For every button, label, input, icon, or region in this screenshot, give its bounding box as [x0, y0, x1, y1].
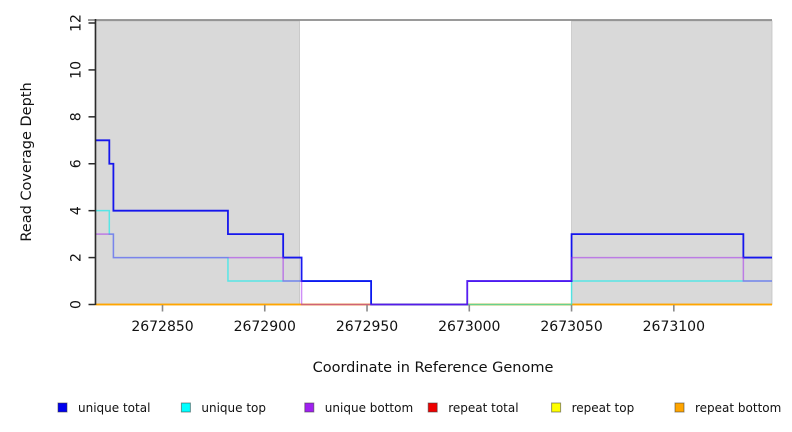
series-lines	[95, 139, 772, 306]
legend-item: repeat total	[427, 401, 519, 415]
legend: unique total unique top unique bottom repea…	[57, 401, 781, 415]
repeat-region	[571, 20, 773, 305]
y-tick-label: 12	[69, 14, 85, 32]
legend-label: repeat bottom	[695, 401, 781, 415]
y-tick-label: 8	[69, 112, 85, 121]
x-tick-label: 2673100	[643, 319, 705, 335]
x-tick-label: 2673000	[438, 319, 500, 335]
legend-item: repeat bottom	[674, 401, 781, 415]
legend-label: unique total	[78, 401, 150, 415]
y-axis-title: Read Coverage Depth	[19, 82, 35, 241]
y-tick-label: 2	[69, 253, 85, 262]
legend-swatch	[180, 402, 191, 413]
legend-item: repeat top	[551, 401, 635, 415]
x-tick-label: 2673050	[540, 319, 602, 335]
legend-item: unique top	[180, 401, 266, 415]
legend-item: unique total	[57, 401, 150, 415]
y-tick-label: 0	[69, 300, 85, 309]
y-tick-label: 6	[69, 159, 85, 168]
repeat-regions	[94, 20, 773, 305]
legend-swatch	[674, 402, 685, 413]
legend-swatch	[551, 402, 562, 413]
y-tick-label: 10	[69, 61, 85, 79]
x-axis: 2672850 2672900 2672950 2673000 2673050 26731…	[131, 305, 705, 335]
y-tick-label: 4	[69, 206, 85, 215]
y-axis: 0 2 4 6 8 10 12	[69, 14, 97, 309]
legend-swatch	[427, 402, 438, 413]
x-tick-label: 2672950	[336, 319, 398, 335]
legend-swatch	[304, 402, 315, 413]
legend-item: unique bottom	[304, 401, 413, 415]
legend-swatch	[57, 402, 68, 413]
legend-label: repeat total	[448, 401, 518, 415]
x-tick-label: 2672900	[234, 319, 296, 335]
series-line-unique-total	[95, 139, 772, 306]
repeat-region	[94, 20, 300, 305]
legend-label: repeat top	[572, 401, 635, 415]
legend-label: unique bottom	[325, 401, 413, 415]
series-line-unique-top	[95, 209, 772, 306]
x-tick-label: 2672850	[131, 319, 193, 335]
x-axis-title: Coordinate in Reference Genome	[313, 360, 554, 376]
legend-label: unique top	[201, 401, 266, 415]
series-line-unique-bottom	[95, 233, 772, 306]
